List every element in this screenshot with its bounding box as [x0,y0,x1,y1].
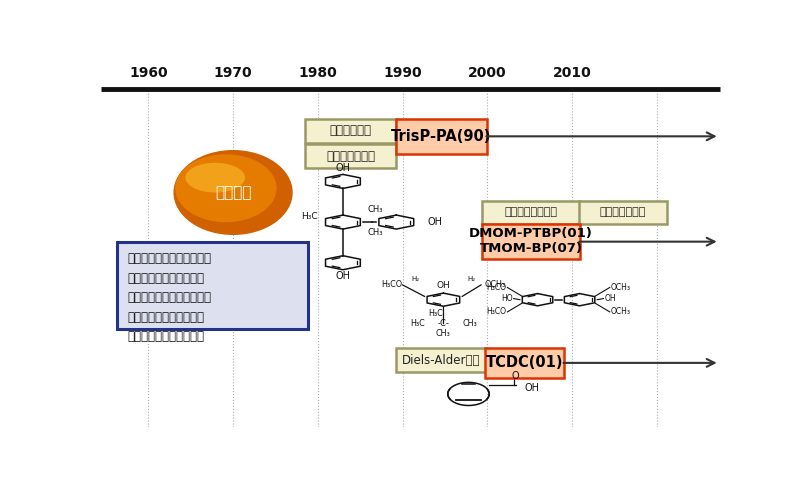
Text: CH₃: CH₃ [463,320,477,328]
Text: 2010: 2010 [552,66,591,80]
Text: H₃C: H₃C [410,320,424,328]
FancyBboxPatch shape [305,119,396,143]
Text: H₂: H₂ [467,276,475,282]
Ellipse shape [173,150,292,235]
Text: OH: OH [437,281,450,290]
Text: OH: OH [605,294,616,303]
Text: 1970: 1970 [214,66,253,80]
FancyBboxPatch shape [482,201,580,224]
Text: お客様ニーズにお応えし、
共に新しい時代を歩ませ
て頂くべく、長年に渡り蓄
積した合成技術の深耕と
拡張を図っております。: お客様ニーズにお応えし、 共に新しい時代を歩ませ て頂くべく、長年に渡り蓄 積し… [128,252,211,343]
Text: OH: OH [335,163,351,173]
FancyBboxPatch shape [395,348,487,372]
Text: H₃C: H₃C [301,212,318,221]
Text: H₃CO: H₃CO [486,283,506,292]
Text: H₃CO: H₃CO [382,280,403,289]
FancyBboxPatch shape [579,201,667,224]
Text: H₃CO: H₃CO [486,307,506,316]
Text: DMOM-PTBP(01)
TMOM-BP(07): DMOM-PTBP(01) TMOM-BP(07) [469,228,593,255]
Text: メチロール化反応: メチロール化反応 [505,207,557,217]
Text: Diels-Alder反応: Diels-Alder反応 [402,354,480,367]
Text: 2000: 2000 [468,66,506,80]
Text: OCH₃: OCH₃ [611,283,631,292]
Text: OCH₃: OCH₃ [484,280,505,289]
FancyBboxPatch shape [482,224,580,259]
Text: H₃C: H₃C [428,309,443,318]
Text: OH: OH [428,217,443,227]
Text: OCH₃: OCH₃ [611,307,631,316]
Text: H₂: H₂ [411,276,420,282]
Text: CH₃: CH₃ [368,205,383,214]
Ellipse shape [185,163,245,192]
Text: CH₃: CH₃ [368,228,383,237]
Text: CH₃: CH₃ [436,329,450,338]
FancyBboxPatch shape [485,348,564,378]
FancyBboxPatch shape [305,144,396,168]
Text: メタルフリー化: メタルフリー化 [326,150,375,163]
FancyBboxPatch shape [117,242,309,329]
Text: O: O [512,371,519,381]
Text: 脱水縮合反応: 脱水縮合反応 [330,124,372,137]
Text: エーテル化反応: エーテル化反応 [599,207,646,217]
Text: TCDC(01): TCDC(01) [486,355,564,371]
Text: HO: HO [501,294,513,303]
Text: 1960: 1960 [129,66,168,80]
Text: TrisP-PA(90): TrisP-PA(90) [391,129,492,144]
Text: 電子材料: 電子材料 [215,185,251,200]
Text: OH: OH [525,384,540,394]
Text: OH: OH [335,271,351,281]
FancyBboxPatch shape [395,119,487,154]
Ellipse shape [175,154,276,222]
Text: 1990: 1990 [383,66,422,80]
Text: -C-: -C- [437,320,450,328]
Text: 1980: 1980 [298,66,337,80]
